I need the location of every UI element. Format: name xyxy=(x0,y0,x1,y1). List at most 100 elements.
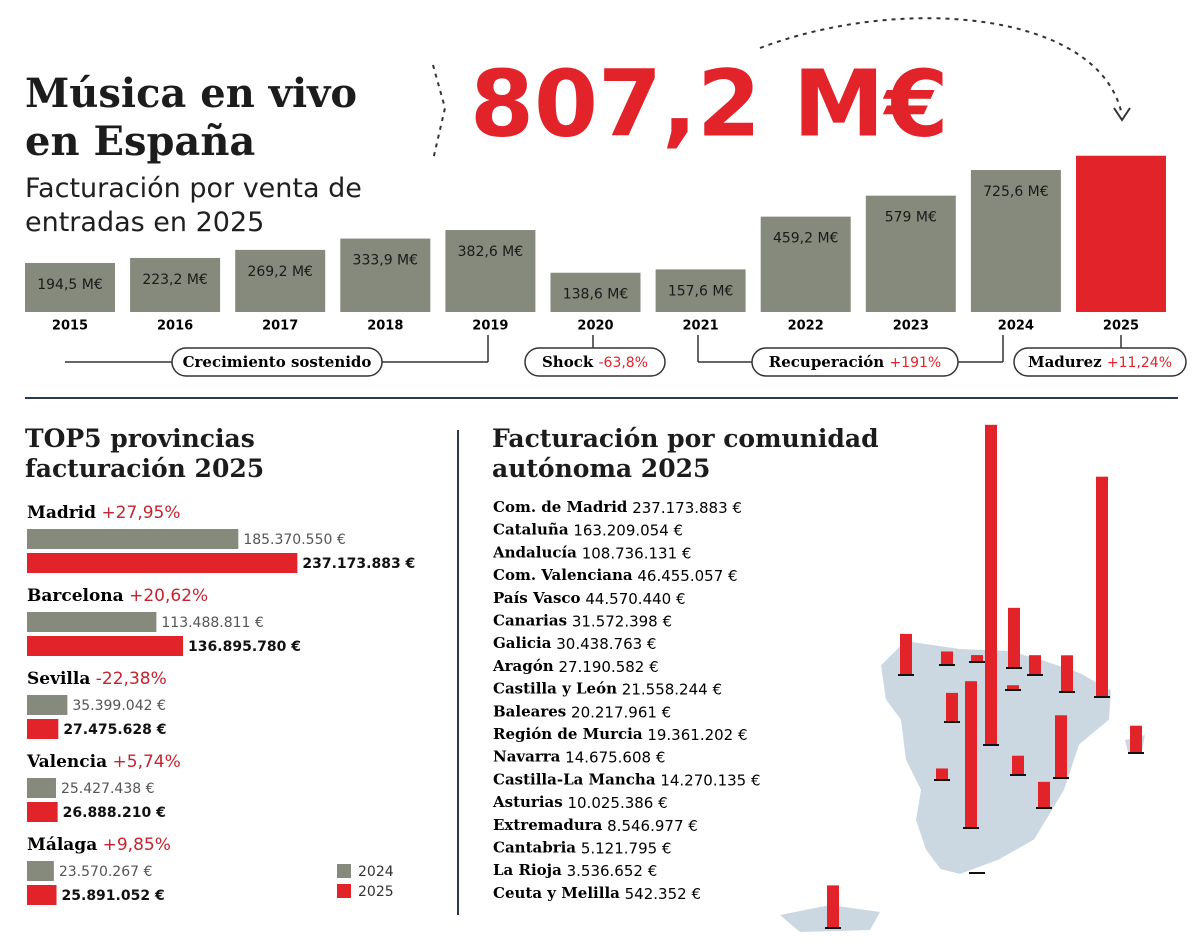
list-item: Com. Valenciana 46.455.057 € xyxy=(493,566,738,585)
divider xyxy=(432,64,447,161)
community: Castilla-La Mancha xyxy=(493,770,656,788)
value-label: 20.217.961 € xyxy=(571,703,671,721)
value-label: 136.895.780 € xyxy=(188,639,301,655)
bar xyxy=(941,651,953,665)
community: Baleares xyxy=(493,702,566,720)
bar xyxy=(865,195,956,312)
phase-change: +11,24% xyxy=(1107,355,1172,371)
province: Sevilla xyxy=(27,669,90,689)
bar xyxy=(760,216,851,312)
title: Música en vivo en España xyxy=(25,70,358,165)
phase-label: Shock -63,8% xyxy=(542,353,648,371)
value-label: 46.455.057 € xyxy=(637,567,737,585)
bar xyxy=(27,719,59,739)
list-item: Cataluña 163.209.054 € xyxy=(493,521,683,540)
list-item: Cantabria 5.121.795 € xyxy=(493,839,671,858)
bar xyxy=(27,553,298,573)
headline: 807,2 M€ xyxy=(470,50,949,157)
value-label: 3.536.652 € xyxy=(567,862,658,880)
phase-pill xyxy=(171,347,383,377)
community: País Vasco xyxy=(493,589,581,607)
value-label: 30.438.763 € xyxy=(556,635,656,653)
value-label: 459,2 M€ xyxy=(773,231,839,247)
value-label: 19.361.202 € xyxy=(647,726,747,744)
bar xyxy=(1038,781,1050,808)
list-item: Castilla-La Mancha 14.270.135 € xyxy=(493,770,761,789)
value-label: 10.025.386 € xyxy=(567,794,667,812)
value-label: 8.546.977 € xyxy=(607,816,698,834)
community: Región de Murcia xyxy=(493,725,643,743)
list-item: Aragón 27.190.582 € xyxy=(492,657,659,676)
bar xyxy=(971,655,983,662)
phase-change: +191% xyxy=(889,355,941,371)
category-label: Barcelona +20,62% xyxy=(27,586,208,607)
value-label: 138,6 M€ xyxy=(563,287,629,303)
community: Extremadura xyxy=(493,816,603,834)
legend-swatch xyxy=(337,884,351,898)
value-label: 579 M€ xyxy=(885,210,937,226)
bar xyxy=(827,885,839,928)
bar xyxy=(340,238,431,312)
arrow-head xyxy=(1113,107,1131,122)
bar xyxy=(900,633,912,675)
community: Ceuta y Melilla xyxy=(493,884,620,902)
value-label: 108.736.131 € xyxy=(582,544,692,562)
x-tick-label: 2024 xyxy=(998,319,1034,334)
phase-pill xyxy=(1013,347,1187,377)
value-label: 333,9 M€ xyxy=(353,253,419,269)
value-label: 194,5 M€ xyxy=(37,277,103,293)
phase-name: Madurez xyxy=(1028,353,1102,371)
phase-label: Crecimiento sostenido xyxy=(183,353,372,371)
community: Aragón xyxy=(492,657,554,675)
value-label: 382,6 M€ xyxy=(458,244,524,260)
x-tick-label: 2021 xyxy=(683,319,719,334)
x-tick-label: 2020 xyxy=(577,319,613,334)
bar xyxy=(445,230,536,312)
x-tick-label: 2022 xyxy=(788,319,824,334)
bar xyxy=(130,257,221,312)
community: Com. de Madrid xyxy=(493,498,628,516)
arrow xyxy=(759,17,1123,116)
list-item: Com. de Madrid 237.173.883 € xyxy=(493,498,742,517)
community: Asturias xyxy=(492,793,563,811)
list-item: Extremadura 8.546.977 € xyxy=(493,816,698,835)
bar xyxy=(965,681,977,828)
value-label: 23.570.267 € xyxy=(59,864,153,880)
list-item: Canarias 31.572.398 € xyxy=(493,612,672,631)
x-tick-label: 2015 xyxy=(52,319,88,334)
bar xyxy=(27,612,157,632)
subtitle: Facturación por venta de entradas en 202… xyxy=(25,173,362,238)
bar xyxy=(1096,476,1108,697)
value-label: 31.572.398 € xyxy=(572,612,672,630)
phase-pill xyxy=(751,347,959,377)
value-label: 5.121.795 € xyxy=(581,839,672,857)
province: Valencia xyxy=(26,752,107,772)
category-label: Málaga +9,85% xyxy=(27,835,171,856)
legend-label: 2025 xyxy=(358,884,394,900)
community: Canarias xyxy=(493,612,567,630)
value-label: 157,6 M€ xyxy=(668,283,734,299)
community: Com. Valenciana xyxy=(493,566,633,584)
bar xyxy=(970,170,1061,312)
map-title: Facturación por comunidad autónoma 2025 xyxy=(492,424,879,483)
bar xyxy=(25,262,115,312)
community: Castilla y León xyxy=(493,680,617,698)
category-label: Sevilla -22,38% xyxy=(27,669,167,690)
x-tick-label: 2025 xyxy=(1103,319,1139,334)
phase-name: Shock xyxy=(542,353,594,371)
list-item: Ceuta y Melilla 542.352 € xyxy=(493,884,701,903)
phase-name: Crecimiento sostenido xyxy=(183,353,372,371)
bar xyxy=(1130,725,1142,753)
bar xyxy=(946,692,958,722)
bar xyxy=(27,802,58,822)
bar xyxy=(235,249,326,312)
bar xyxy=(1055,715,1067,778)
bar xyxy=(550,272,641,312)
phase-name: Recuperación xyxy=(769,353,885,371)
value-label: 26.888.210 € xyxy=(63,805,166,821)
bar xyxy=(1061,655,1073,692)
bar xyxy=(27,885,57,905)
list-item: Baleares 20.217.961 € xyxy=(493,702,671,721)
bar xyxy=(27,861,54,881)
